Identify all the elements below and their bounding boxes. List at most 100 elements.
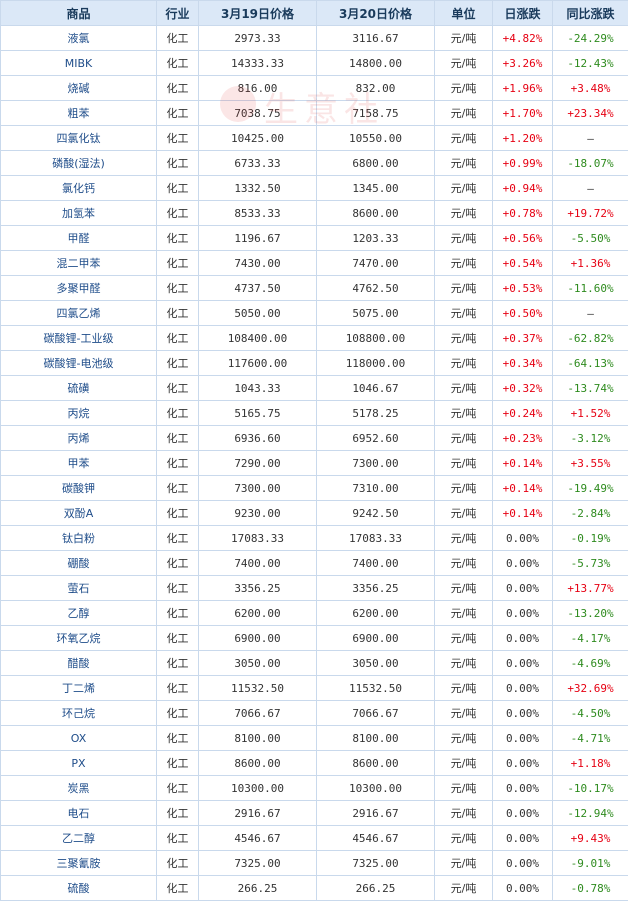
commodity-name: 甲醛 <box>0 225 157 251</box>
price-mar20-cell: 5178.25 <box>316 400 435 426</box>
daily-change-cell: 0.00% <box>492 550 553 576</box>
commodity-name: 钛白粉 <box>0 525 157 551</box>
unit-cell: 元/吨 <box>434 775 493 801</box>
unit-cell: 元/吨 <box>434 450 493 476</box>
unit-cell: 元/吨 <box>434 800 493 826</box>
commodity-name: 丙烯 <box>0 425 157 451</box>
price-mar20-cell: 4762.50 <box>316 275 435 301</box>
yoy-change-cell: -2.84% <box>552 500 628 526</box>
commodity-name: 丁二烯 <box>0 675 157 701</box>
industry-cell: 化工 <box>156 375 199 401</box>
price-mar19-cell: 8600.00 <box>198 750 317 776</box>
yoy-change-cell: -0.19% <box>552 525 628 551</box>
daily-change-cell: +1.70% <box>492 100 553 126</box>
unit-cell: 元/吨 <box>434 250 493 276</box>
industry-cell: 化工 <box>156 225 199 251</box>
daily-change-cell: 0.00% <box>492 875 553 901</box>
industry-cell: 化工 <box>156 825 199 851</box>
industry-cell: 化工 <box>156 600 199 626</box>
price-mar19-cell: 7290.00 <box>198 450 317 476</box>
daily-change-cell: 0.00% <box>492 850 553 876</box>
table-row: 萤石 化工 3356.25 3356.25 元/吨 0.00% +13.77% <box>0 575 628 601</box>
commodity-name: 乙二醇 <box>0 825 157 851</box>
industry-cell: 化工 <box>156 625 199 651</box>
unit-cell: 元/吨 <box>434 725 493 751</box>
header-daily-change: 日涨跌 <box>492 0 553 26</box>
price-mar19-cell: 2973.33 <box>198 25 317 51</box>
industry-cell: 化工 <box>156 400 199 426</box>
unit-cell: 元/吨 <box>434 100 493 126</box>
price-mar19-cell: 10425.00 <box>198 125 317 151</box>
industry-cell: 化工 <box>156 425 199 451</box>
commodity-name: 四氯化钛 <box>0 125 157 151</box>
commodity-name: 粗苯 <box>0 100 157 126</box>
table-row: PX 化工 8600.00 8600.00 元/吨 0.00% +1.18% <box>0 750 628 776</box>
price-mar19-cell: 4546.67 <box>198 825 317 851</box>
price-mar20-cell: 6200.00 <box>316 600 435 626</box>
header-industry: 行业 <box>156 0 199 26</box>
unit-cell: 元/吨 <box>434 600 493 626</box>
price-mar19-cell: 4737.50 <box>198 275 317 301</box>
commodity-name: 碳酸锂-工业级 <box>0 325 157 351</box>
commodity-name: 醋酸 <box>0 650 157 676</box>
yoy-change-cell: — <box>552 300 628 326</box>
commodity-name: 硫磺 <box>0 375 157 401</box>
unit-cell: 元/吨 <box>434 425 493 451</box>
industry-cell: 化工 <box>156 850 199 876</box>
daily-change-cell: +0.56% <box>492 225 553 251</box>
header-price-mar20: 3月20日价格 <box>316 0 435 26</box>
price-mar19-cell: 1196.67 <box>198 225 317 251</box>
unit-cell: 元/吨 <box>434 350 493 376</box>
price-mar20-cell: 7300.00 <box>316 450 435 476</box>
price-mar20-cell: 7470.00 <box>316 250 435 276</box>
commodity-name: MIBK <box>0 50 157 76</box>
yoy-change-cell: -64.13% <box>552 350 628 376</box>
price-mar19-cell: 8100.00 <box>198 725 317 751</box>
table-row: 丙烷 化工 5165.75 5178.25 元/吨 +0.24% +1.52% <box>0 400 628 426</box>
yoy-change-cell: — <box>552 125 628 151</box>
table-row: 硼酸 化工 7400.00 7400.00 元/吨 0.00% -5.73% <box>0 550 628 576</box>
price-mar20-cell: 1203.33 <box>316 225 435 251</box>
header-price-mar19: 3月19日价格 <box>198 0 317 26</box>
yoy-change-cell: -0.78% <box>552 875 628 901</box>
daily-change-cell: 0.00% <box>492 525 553 551</box>
daily-change-cell: 0.00% <box>492 750 553 776</box>
price-mar19-cell: 108400.00 <box>198 325 317 351</box>
yoy-change-cell: -24.29% <box>552 25 628 51</box>
table-row: 双酚A 化工 9230.00 9242.50 元/吨 +0.14% -2.84% <box>0 500 628 526</box>
daily-change-cell: +1.96% <box>492 75 553 101</box>
table-row: 三聚氰胺 化工 7325.00 7325.00 元/吨 0.00% -9.01% <box>0 850 628 876</box>
table-row: 炭黑 化工 10300.00 10300.00 元/吨 0.00% -10.17% <box>0 775 628 801</box>
daily-change-cell: 0.00% <box>492 700 553 726</box>
industry-cell: 化工 <box>156 875 199 901</box>
price-mar19-cell: 266.25 <box>198 875 317 901</box>
industry-cell: 化工 <box>156 750 199 776</box>
unit-cell: 元/吨 <box>434 200 493 226</box>
yoy-change-cell: -18.07% <box>552 150 628 176</box>
table-row: 甲苯 化工 7290.00 7300.00 元/吨 +0.14% +3.55% <box>0 450 628 476</box>
table-row: 乙醇 化工 6200.00 6200.00 元/吨 0.00% -13.20% <box>0 600 628 626</box>
price-mar20-cell: 7400.00 <box>316 550 435 576</box>
unit-cell: 元/吨 <box>434 125 493 151</box>
industry-cell: 化工 <box>156 125 199 151</box>
price-mar20-cell: 4546.67 <box>316 825 435 851</box>
industry-cell: 化工 <box>156 50 199 76</box>
unit-cell: 元/吨 <box>434 25 493 51</box>
unit-cell: 元/吨 <box>434 325 493 351</box>
unit-cell: 元/吨 <box>434 475 493 501</box>
yoy-change-cell: +3.48% <box>552 75 628 101</box>
yoy-change-cell: -5.50% <box>552 225 628 251</box>
daily-change-cell: +0.50% <box>492 300 553 326</box>
price-mar20-cell: 3356.25 <box>316 575 435 601</box>
unit-cell: 元/吨 <box>434 650 493 676</box>
header-unit: 单位 <box>434 0 493 26</box>
unit-cell: 元/吨 <box>434 150 493 176</box>
unit-cell: 元/吨 <box>434 50 493 76</box>
price-mar19-cell: 3050.00 <box>198 650 317 676</box>
table-row: 环己烷 化工 7066.67 7066.67 元/吨 0.00% -4.50% <box>0 700 628 726</box>
daily-change-cell: 0.00% <box>492 575 553 601</box>
industry-cell: 化工 <box>156 800 199 826</box>
price-mar20-cell: 8600.00 <box>316 200 435 226</box>
daily-change-cell: 0.00% <box>492 625 553 651</box>
